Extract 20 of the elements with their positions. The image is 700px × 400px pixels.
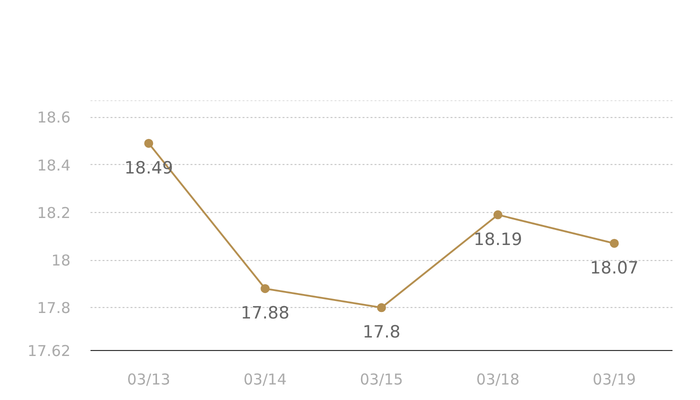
- point: [260, 284, 270, 294]
- x-tick-label: 03/19: [592, 370, 636, 388]
- y-tick-label: 18: [51, 252, 71, 270]
- x-tick-label: 03/13: [127, 370, 170, 388]
- y-tick-label: 18.4: [37, 156, 71, 174]
- data-label: 17.8: [362, 322, 400, 343]
- point: [610, 238, 619, 248]
- x-tick-label: 03/14: [243, 370, 287, 388]
- point: [144, 138, 154, 148]
- y-tick-label: 18.6: [37, 108, 71, 127]
- data-label: 18.07: [590, 258, 639, 278]
- point: [493, 210, 502, 220]
- x-tick-label: 03/15: [360, 370, 404, 388]
- y-tick-label: 18.2: [37, 204, 71, 222]
- point: [377, 303, 386, 312]
- y-tick-label: 17.62: [28, 342, 71, 360]
- data-label: 18.19: [474, 230, 522, 250]
- y-tick-label: 17.8: [37, 299, 71, 318]
- x-tick-label: 03/18: [476, 370, 520, 388]
- data-label: 17.88: [240, 304, 290, 324]
